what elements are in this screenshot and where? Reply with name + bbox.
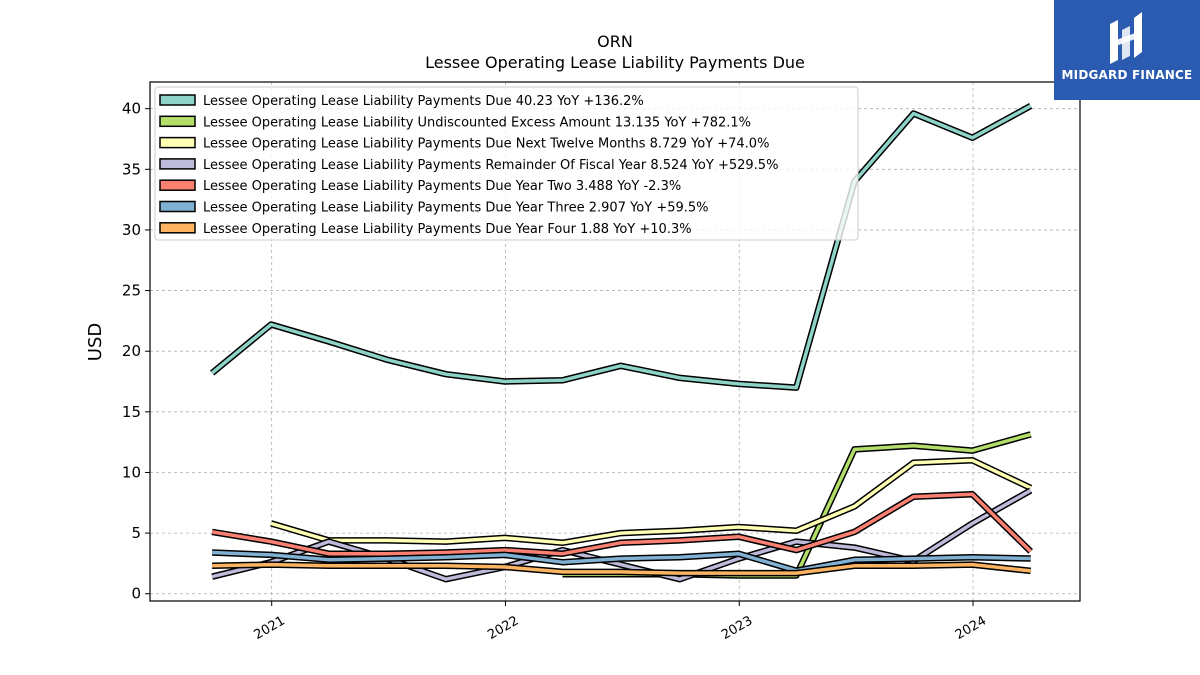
plot-frame — [149, 81, 1081, 602]
legend-entry: Lessee Operating Lease Liability Payment… — [203, 179, 681, 194]
series-1 — [210, 103, 1033, 391]
logo-text: MIDGARD FINANCE — [1061, 68, 1193, 82]
y-tick-label: 40 — [122, 100, 141, 118]
chart-subtitle: Lessee Operating Lease Liability Payment… — [425, 53, 805, 72]
legend-entry: Lessee Operating Lease Liability Payment… — [203, 222, 692, 237]
y-tick-label: 20 — [122, 342, 141, 360]
y-axis-label: USD — [85, 323, 106, 361]
series-line — [211, 492, 1032, 556]
legend-entry: Lessee Operating Lease Liability Undisco… — [203, 115, 751, 130]
legend-swatch — [159, 179, 196, 191]
legend: Lessee Operating Lease Liability Payment… — [154, 86, 859, 241]
legend-swatch — [159, 136, 196, 149]
legend-entry: Lessee Operating Lease Liability Payment… — [203, 94, 644, 109]
series-layer — [210, 103, 1033, 583]
y-tick-label: 30 — [122, 221, 141, 239]
legend-swatch — [159, 94, 196, 106]
series-7 — [212, 561, 1032, 577]
legend-swatch — [159, 200, 196, 213]
series-line — [210, 104, 1032, 390]
y-tick-label: 35 — [122, 160, 141, 178]
legend-entry: Lessee Operating Lease Liability Payment… — [203, 158, 778, 173]
series-3 — [270, 457, 1033, 547]
chart-title: ORN — [597, 32, 633, 51]
x-axis: 2021 2022 2023 2024 — [252, 601, 989, 643]
y-tick-label: 5 — [131, 524, 141, 542]
y-tick-label: 10 — [122, 463, 141, 481]
x-tick-label: 2023 — [719, 613, 755, 643]
y-tick-label: 25 — [122, 282, 141, 300]
x-tick-label: 2024 — [953, 613, 989, 643]
series-line — [212, 550, 1031, 573]
x-tick-label: 2022 — [485, 613, 521, 643]
series-5 — [211, 491, 1033, 557]
legend-swatch — [159, 222, 196, 234]
midgard-logo-icon — [1110, 12, 1142, 64]
y-tick-label: 15 — [122, 403, 141, 421]
y-axis: 0 5 10 15 20 25 30 35 40 — [122, 100, 150, 603]
y-tick-label: 0 — [131, 585, 141, 603]
series-line — [212, 562, 1031, 575]
legend-entry: Lessee Operating Lease Liability Payment… — [203, 201, 709, 216]
series-6 — [211, 549, 1031, 574]
brand-logo: MIDGARD FINANCE — [1054, 0, 1200, 100]
legend-swatch — [159, 115, 196, 128]
series-line — [270, 458, 1032, 545]
legend-swatch — [159, 158, 196, 170]
x-tick-label: 2021 — [252, 613, 288, 643]
legend-entry: Lessee Operating Lease Liability Payment… — [203, 137, 769, 152]
legend-box — [154, 86, 859, 241]
